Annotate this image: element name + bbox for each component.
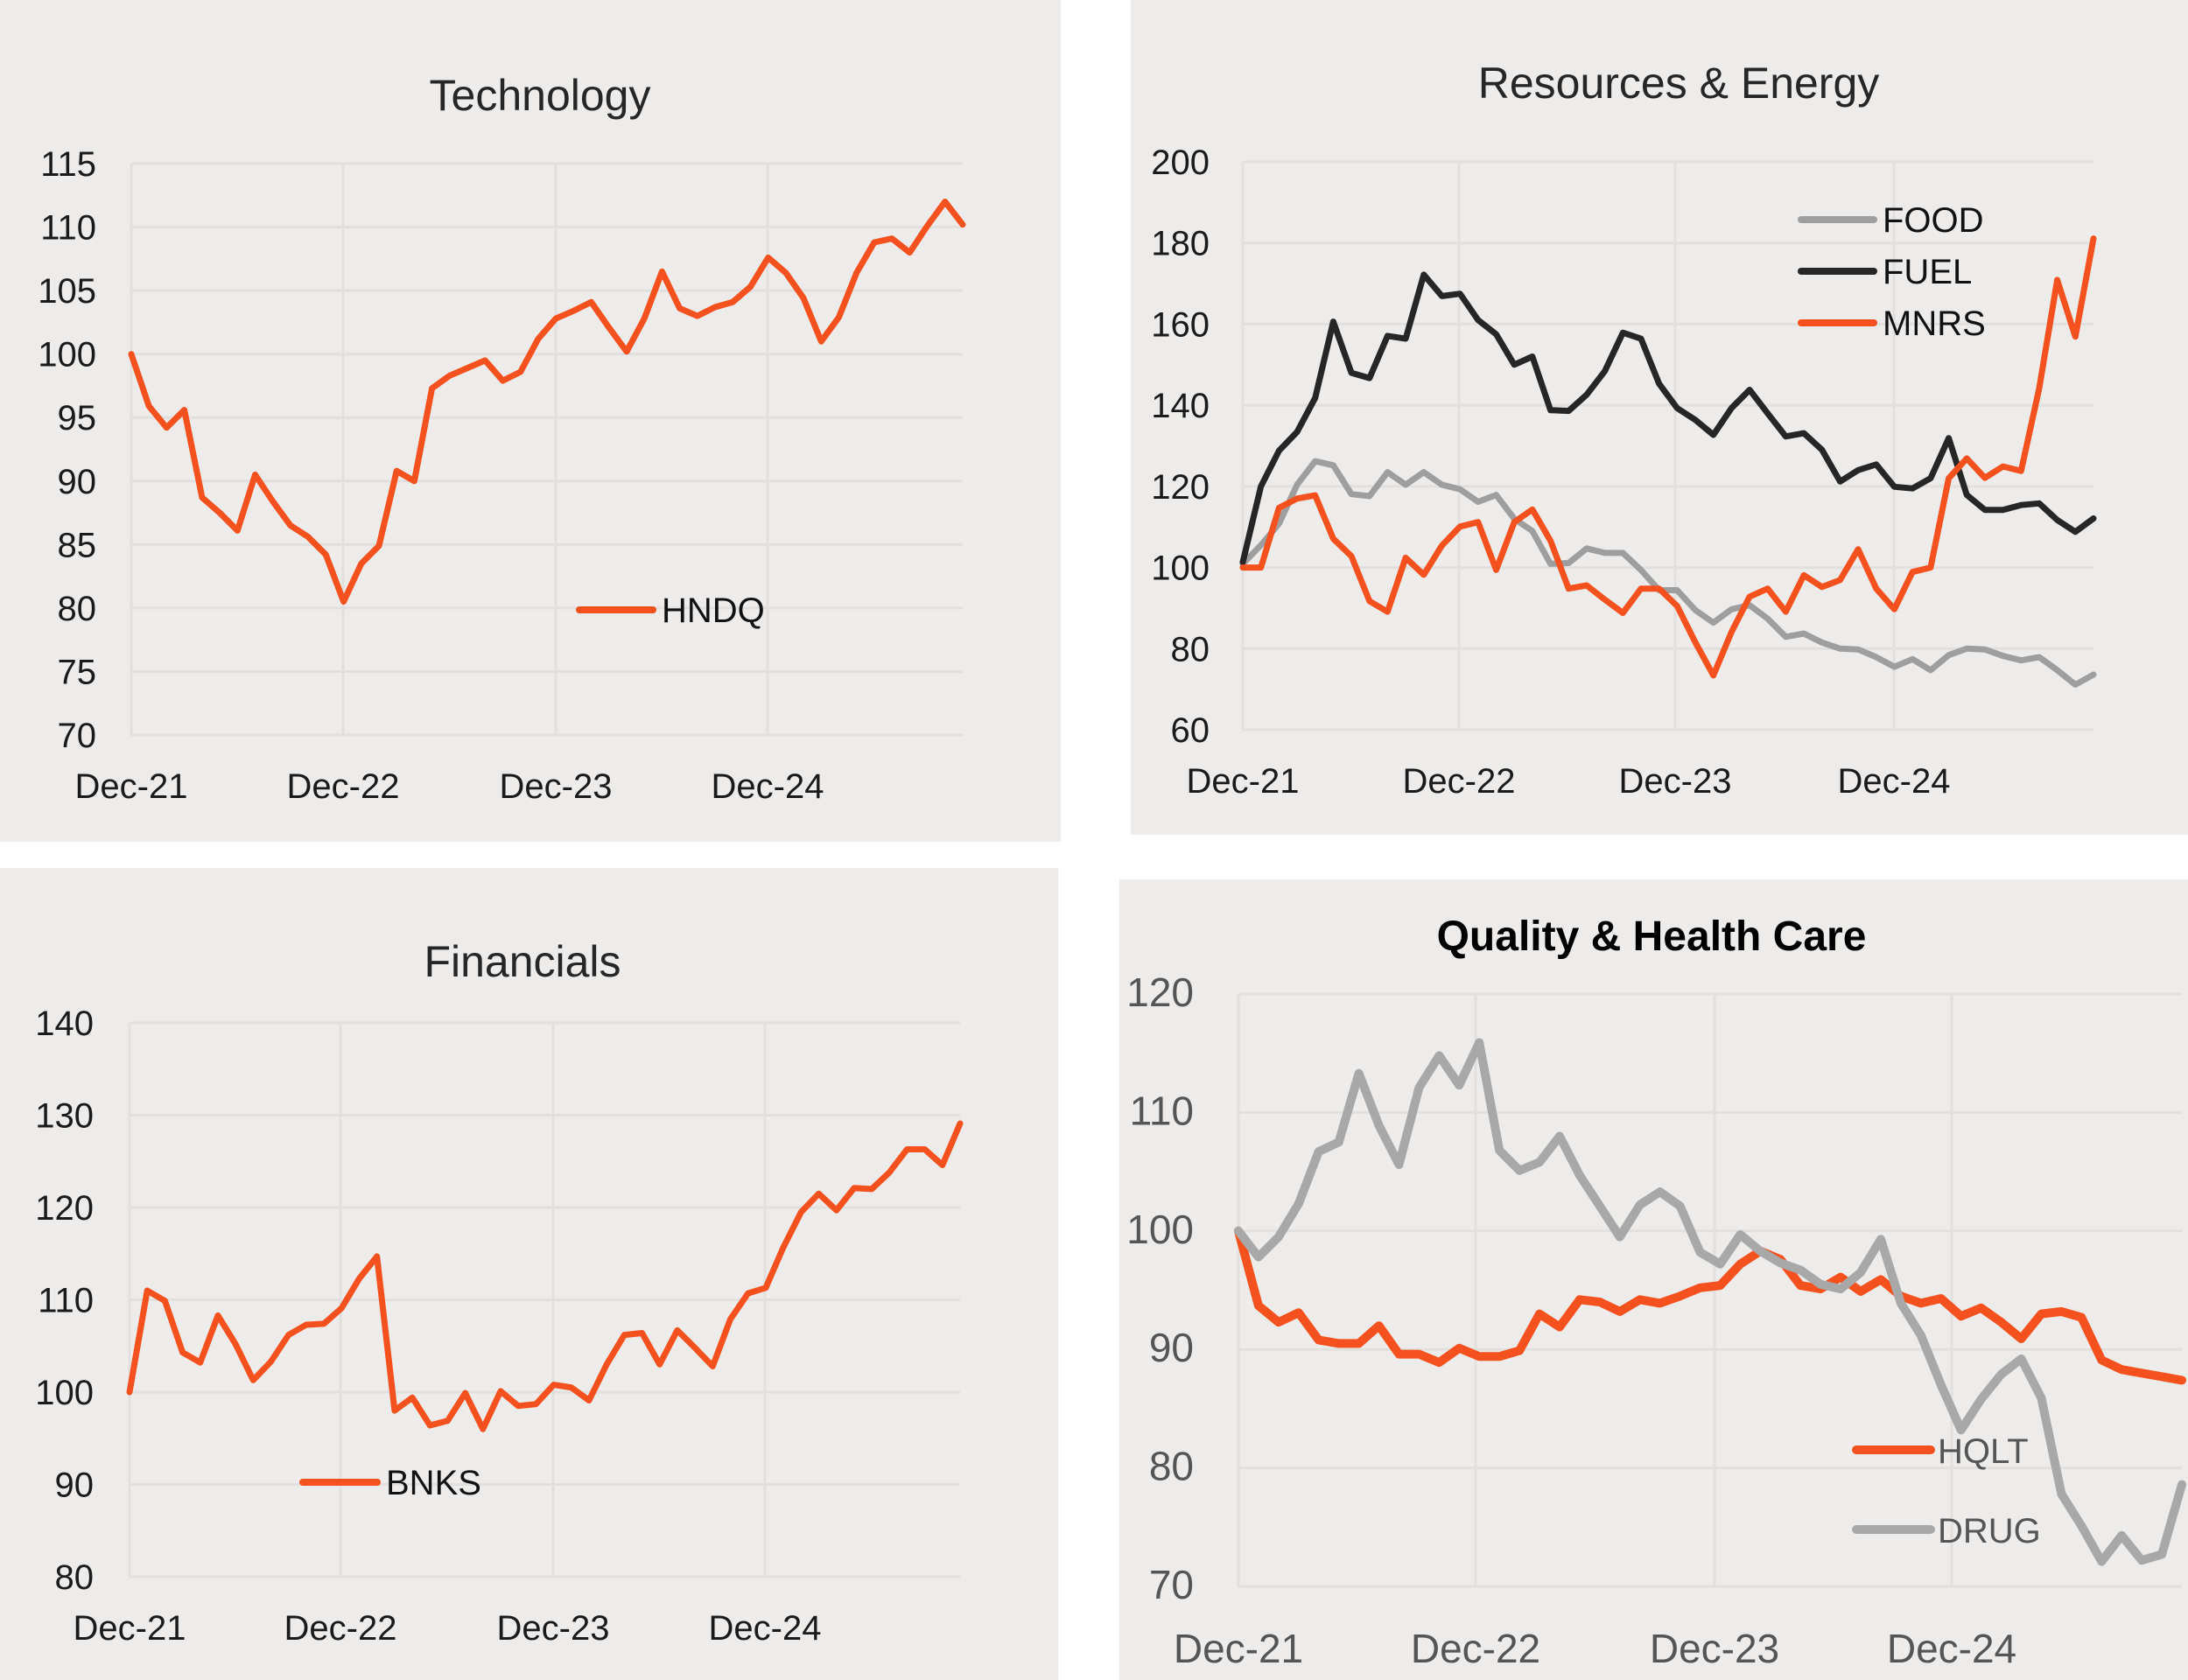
health-y-tick-label: 80	[1149, 1444, 1194, 1489]
health-y-tick-label: 70	[1149, 1562, 1194, 1607]
quality-health-care-chart-title: Quality & Health Care	[1437, 914, 1867, 960]
health-x-tick-label: Dec-21	[1174, 1626, 1303, 1671]
health-y-tick-label: 100	[1126, 1207, 1194, 1252]
technology-y-tick-label: 85	[58, 526, 97, 564]
health-x-tick-label: Dec-22	[1411, 1626, 1540, 1671]
technology-x-axis-labels: Dec-21 Dec-22 Dec-23 Dec-24	[75, 767, 824, 806]
series-line-mnrs	[1239, 235, 2097, 679]
quality-health-care-chart-panel: Quality & Health Care 70 80 90 100 110 120 De…	[1119, 879, 2188, 1680]
health-y-tick-label: 90	[1149, 1325, 1194, 1370]
resources-y-tick-label: 160	[1151, 305, 1210, 344]
health-series	[1234, 1038, 2186, 1566]
technology-gridlines	[130, 162, 963, 737]
resources-energy-chart-title: Resources & Energy	[1478, 59, 1880, 108]
health-x-tick-label: Dec-24	[1887, 1626, 2016, 1671]
resources-gridlines	[1241, 160, 2093, 732]
technology-y-tick-label: 105	[38, 272, 96, 311]
financials-y-axis-labels: 80 90 100 110 120 130 140	[35, 1004, 94, 1597]
financials-series	[126, 1120, 964, 1432]
resources-x-tick-label: Dec-21	[1187, 762, 1300, 801]
legend-label-fuel: FUEL	[1883, 253, 1972, 291]
financials-y-tick-label: 90	[55, 1466, 95, 1505]
technology-x-tick-label: Dec-21	[75, 767, 188, 806]
resources-x-tick-label: Dec-22	[1403, 762, 1516, 801]
legend-label-food: FOOD	[1883, 201, 1984, 240]
legend-label-hqlt: HQLT	[1938, 1432, 2029, 1471]
technology-x-tick-label: Dec-24	[712, 767, 824, 806]
series-line-food	[1239, 458, 2097, 688]
financials-x-tick-label: Dec-21	[74, 1609, 186, 1648]
resources-series	[1239, 235, 2097, 688]
technology-y-tick-label: 75	[58, 653, 97, 691]
technology-y-tick-label: 95	[58, 399, 97, 438]
technology-chart-panel: Technology 70 75 80 85 90 95 100 105 110 115 Dec-…	[0, 0, 1061, 842]
resources-x-axis-labels: Dec-21 Dec-22 Dec-23 Dec-24	[1187, 762, 1951, 801]
financials-x-axis-labels: Dec-21 Dec-22 Dec-23 Dec-24	[74, 1609, 822, 1648]
technology-legend: HNDQ	[576, 592, 765, 630]
resources-panel-background	[1131, 0, 2188, 835]
financials-legend: BNKS	[299, 1464, 481, 1502]
financials-x-tick-label: Dec-22	[284, 1609, 397, 1648]
series-line-bnks	[126, 1120, 964, 1432]
health-x-tick-label: Dec-23	[1650, 1626, 1779, 1671]
health-y-tick-label: 120	[1126, 970, 1194, 1015]
technology-chart-title: Technology	[430, 71, 651, 120]
series-line-fuel	[1239, 271, 2097, 565]
legend-label-drug: DRUG	[1938, 1512, 2041, 1550]
financials-y-tick-label: 100	[35, 1374, 94, 1412]
technology-series	[128, 199, 966, 606]
financials-y-tick-label: 110	[38, 1282, 94, 1320]
health-y-axis-labels: 70 80 90 100 110 120	[1126, 970, 1194, 1607]
resources-y-tick-label: 100	[1151, 550, 1210, 588]
series-line-hndq	[128, 199, 966, 606]
financials-x-tick-label: Dec-23	[497, 1609, 610, 1648]
legend-label-hndq: HNDQ	[662, 592, 765, 630]
resources-y-tick-label: 60	[1171, 711, 1210, 750]
financials-chart-title: Financials	[424, 937, 621, 986]
resources-y-axis-labels: 60 80 100 120 140 160 180 200	[1151, 144, 1210, 750]
financials-y-tick-label: 120	[35, 1189, 94, 1228]
legend-label-mnrs: MNRS	[1883, 304, 1986, 343]
health-panel-background	[1119, 879, 2188, 1680]
financials-x-tick-label: Dec-24	[709, 1609, 822, 1648]
resources-y-tick-label: 140	[1151, 387, 1210, 425]
technology-y-tick-label: 110	[40, 209, 96, 248]
legend-label-bnks: BNKS	[386, 1464, 481, 1502]
financials-y-tick-label: 130	[35, 1097, 94, 1136]
series-line-drug	[1234, 1038, 2186, 1566]
technology-y-axis-labels: 70 75 80 85 90 95 100 105 110 115	[38, 145, 96, 755]
technology-y-tick-label: 100	[38, 336, 96, 374]
technology-y-tick-label: 80	[58, 590, 97, 628]
resources-y-tick-label: 200	[1151, 144, 1210, 182]
resources-legend: FOOD FUEL MNRS	[1798, 201, 1986, 343]
resources-x-tick-label: Dec-23	[1619, 762, 1732, 801]
resources-y-tick-label: 80	[1171, 630, 1210, 668]
health-y-tick-label: 110	[1130, 1088, 1194, 1133]
technology-x-tick-label: Dec-22	[287, 767, 400, 806]
resources-y-tick-label: 180	[1151, 225, 1210, 263]
resources-x-tick-label: Dec-24	[1838, 762, 1951, 801]
health-legend: HQLT DRUG	[1852, 1432, 2041, 1550]
technology-y-tick-label: 70	[58, 717, 97, 755]
resources-y-tick-label: 120	[1151, 468, 1210, 507]
financials-y-tick-label: 140	[35, 1004, 94, 1043]
financials-panel-background	[0, 868, 1058, 1680]
technology-y-tick-label: 115	[40, 145, 96, 184]
series-line-hqlt	[1234, 1226, 2186, 1385]
financials-y-tick-label: 80	[55, 1558, 95, 1597]
technology-y-tick-label: 90	[58, 463, 97, 501]
technology-x-tick-label: Dec-23	[500, 767, 613, 806]
resources-energy-chart-panel: Resources & Energy 60 80 100 120 140 160 180 20…	[1131, 0, 2188, 835]
health-x-axis-labels: Dec-21 Dec-22 Dec-23 Dec-24	[1174, 1626, 2016, 1671]
